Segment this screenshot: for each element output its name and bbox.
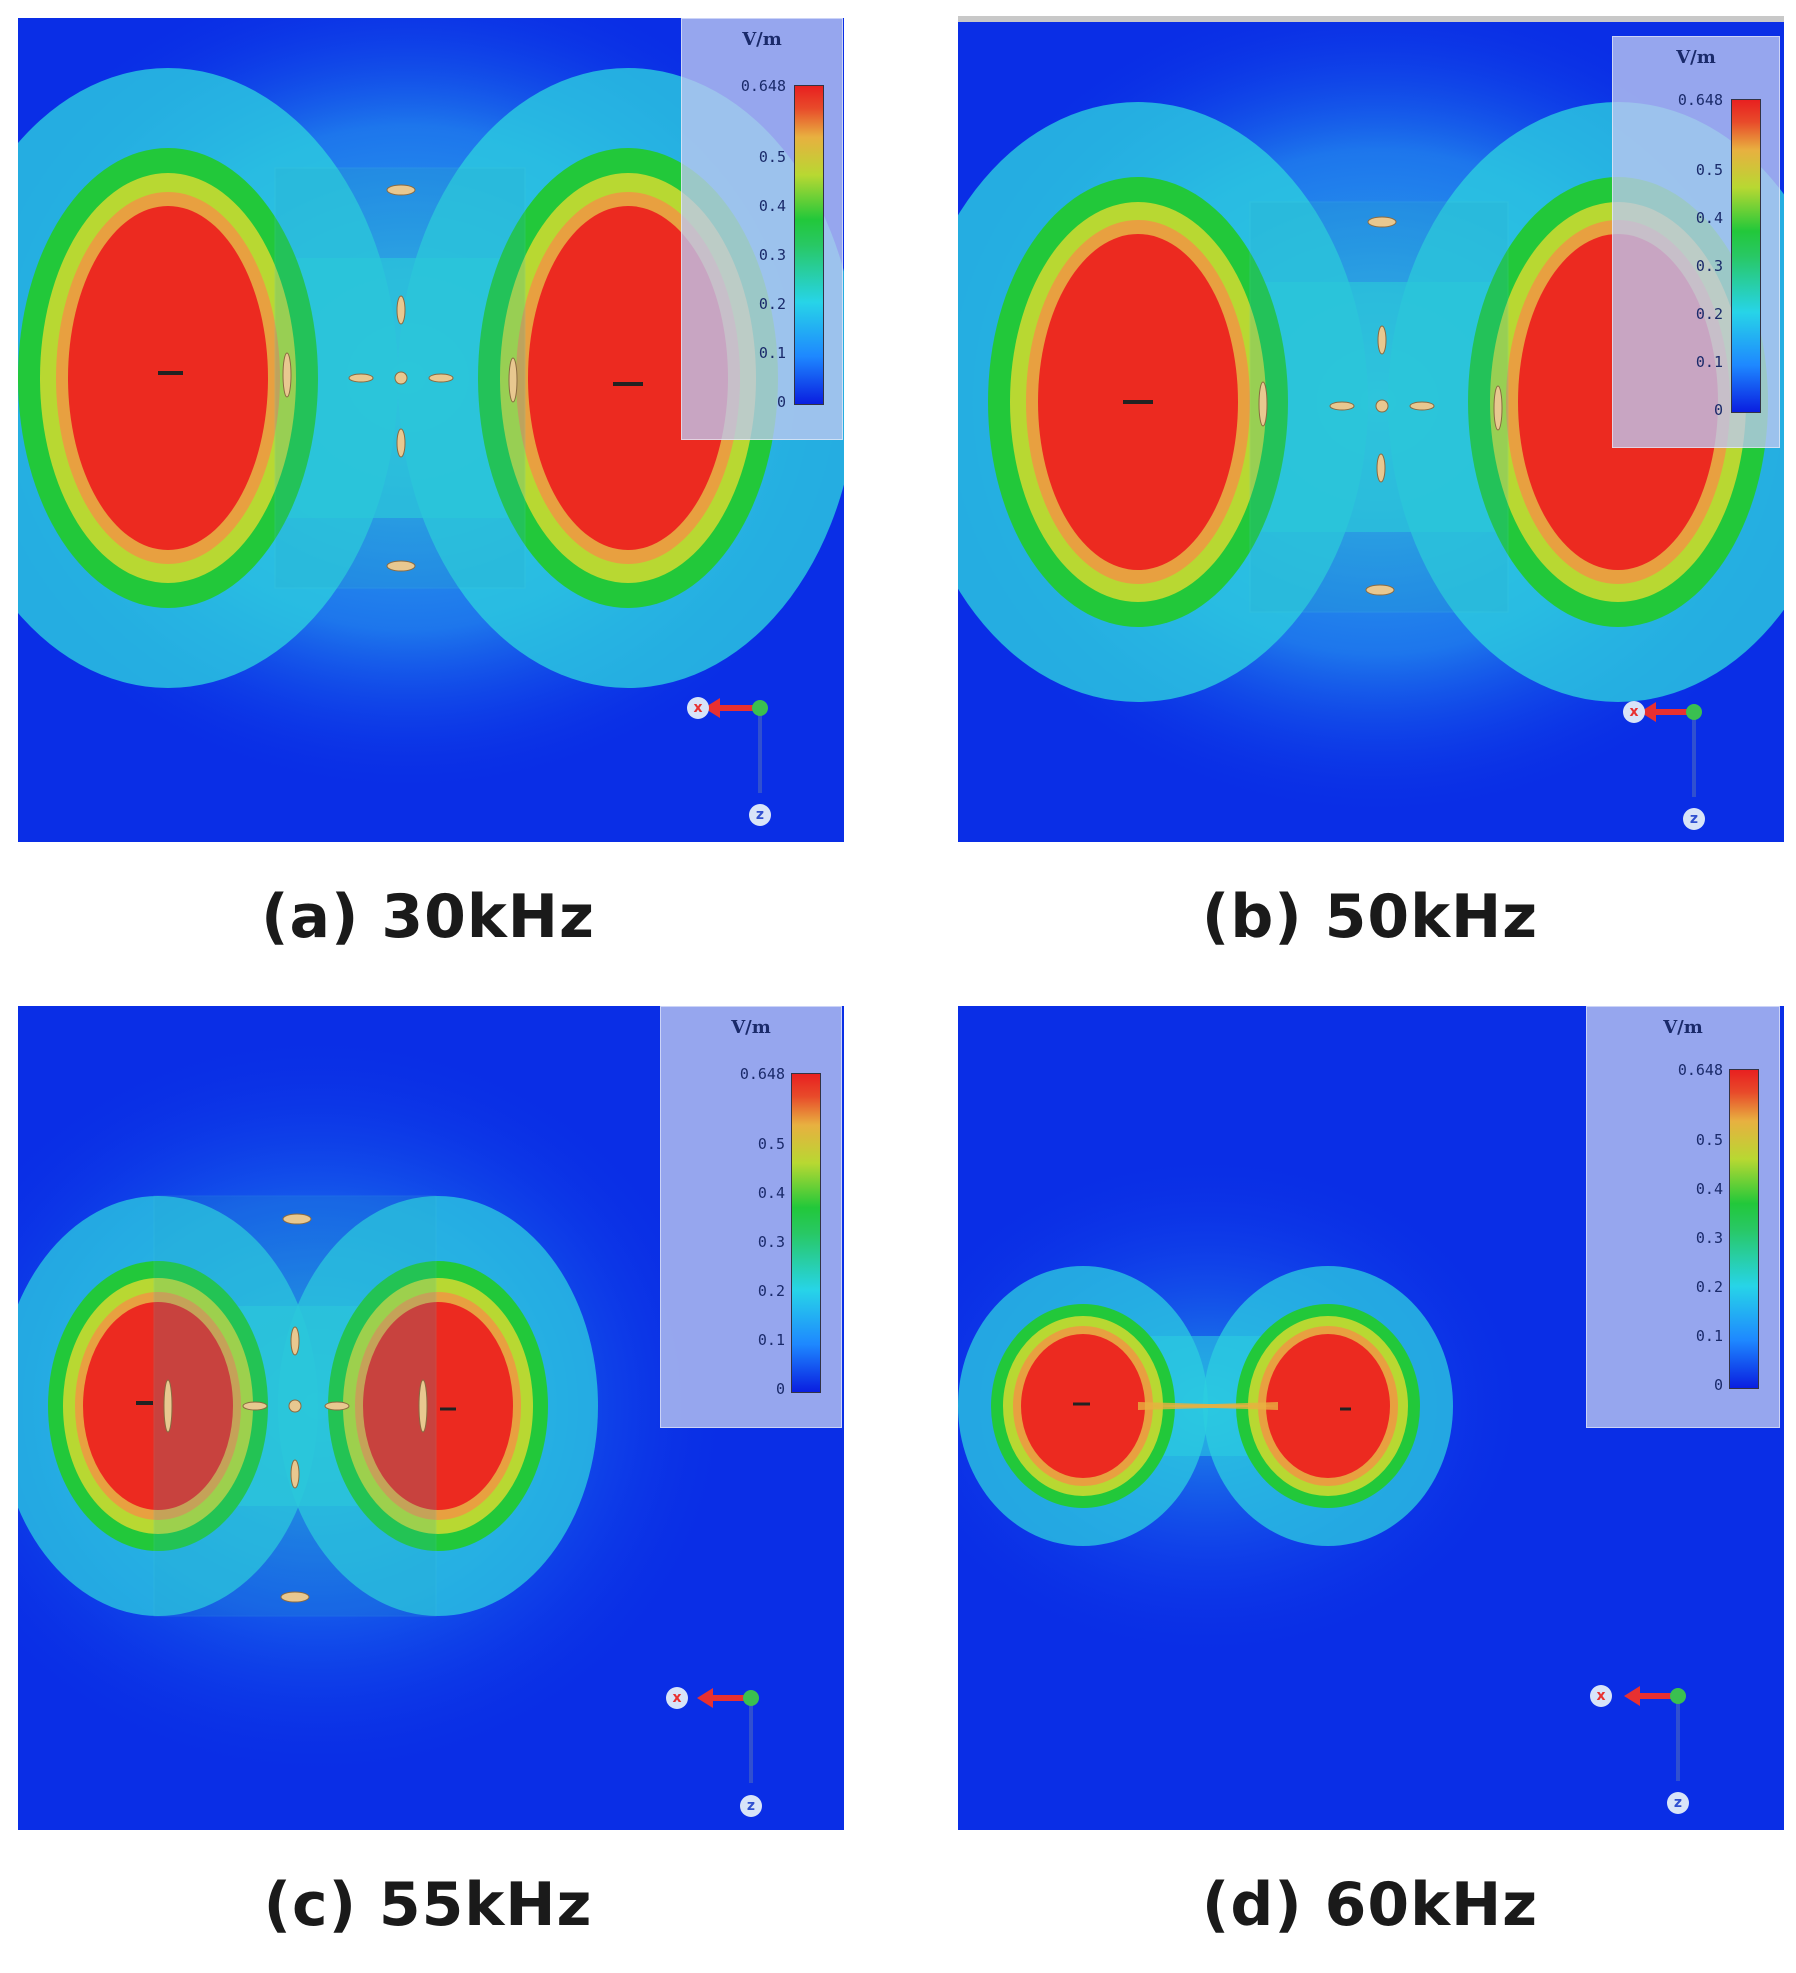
legend-max: 0.648 xyxy=(740,77,786,95)
panel-b-top-border xyxy=(958,16,1784,22)
legend-tick: 0.3 xyxy=(1695,1229,1723,1247)
color-legend-a: V/m 0.648 0.5 0.4 0.3 0.2 0.1 0 xyxy=(681,18,843,440)
axis-x-label-a: x xyxy=(687,697,709,719)
axis-z-label-a: z xyxy=(749,804,771,826)
legend-tick: 0.1 xyxy=(758,344,786,362)
color-legend-d: V/m 0.648 0.5 0.4 0.3 0.2 0.1 0 xyxy=(1586,1006,1780,1428)
axis-z-label-c: z xyxy=(740,1795,762,1817)
field-map-c xyxy=(18,1026,759,1786)
legend-tick: 0.3 xyxy=(758,246,786,264)
caption-c: (c) 55kHz xyxy=(263,1870,593,1940)
field-plot-55khz: x z V/m 0.648 0.5 0.4 0.3 0.2 0.1 0 xyxy=(18,1006,844,1830)
field-plot-50khz: x z V/m 0.648 0.5 0.4 0.3 0.2 0.1 0 xyxy=(958,22,1784,842)
legend-tick: 0.2 xyxy=(1695,1278,1723,1296)
legend-tick: 0 xyxy=(1713,1376,1723,1394)
caption-d: (d) 60kHz xyxy=(1201,1870,1539,1940)
legend-unit: V/m xyxy=(1663,1017,1703,1038)
axis-triad-c xyxy=(697,1688,759,1783)
color-legend-b: V/m 0.648 0.5 0.4 0.3 0.2 0.1 0 xyxy=(1612,36,1780,448)
caption-a: (a) 30kHz xyxy=(261,882,595,952)
legend-tick: 0.1 xyxy=(1695,1327,1723,1345)
axis-x-label-b: x xyxy=(1623,701,1645,723)
color-legend-c: V/m 0.648 0.5 0.4 0.3 0.2 0.1 0 xyxy=(660,1006,842,1428)
axis-x-label-c: x xyxy=(666,1687,688,1709)
source-arrows-c xyxy=(163,1213,428,1603)
legend-unit: V/m xyxy=(742,29,782,50)
field-plot-30khz: x z V/m 0.648 0.5 0.4 0.3 0.2 0.1 0 xyxy=(18,18,844,842)
axis-triad-b xyxy=(1640,702,1702,797)
legend-tick: 0 xyxy=(775,1380,785,1398)
legend-colorbar xyxy=(791,1073,821,1393)
field-plot-60khz: x z V/m 0.648 0.5 0.4 0.3 0.2 0.1 0 xyxy=(958,1006,1784,1830)
caption-b: (b) 50kHz xyxy=(1201,882,1539,952)
legend-tick: 0.3 xyxy=(757,1233,785,1251)
source-arrows-a xyxy=(282,184,518,572)
legend-tick: 0.5 xyxy=(1695,1131,1723,1149)
field-map-d xyxy=(958,1146,1686,1781)
axis-triad-a xyxy=(704,698,768,793)
legend-tick: 0.5 xyxy=(1695,161,1723,179)
legend-tick: 0.4 xyxy=(1695,1180,1723,1198)
axis-x-label-d: x xyxy=(1590,1685,1612,1707)
legend-tick: 0 xyxy=(776,393,786,411)
legend-tick: 0.2 xyxy=(758,295,786,313)
legend-tick: 0.5 xyxy=(757,1135,785,1153)
source-arrows-b xyxy=(1258,216,1503,596)
legend-colorbar xyxy=(1731,99,1761,413)
legend-max: 0.648 xyxy=(1677,91,1723,109)
legend-tick: 0.1 xyxy=(1695,353,1723,371)
legend-unit: V/m xyxy=(731,1017,771,1038)
legend-tick: 0.2 xyxy=(1695,305,1723,323)
legend-tick: 0.4 xyxy=(757,1184,785,1202)
legend-tick: 0.3 xyxy=(1695,257,1723,275)
legend-tick: 0.4 xyxy=(758,197,786,215)
axis-triad-d xyxy=(1624,1686,1686,1781)
axis-z-label-d: z xyxy=(1667,1792,1689,1814)
legend-max: 0.648 xyxy=(1677,1061,1723,1079)
legend-tick: 0.4 xyxy=(1695,209,1723,227)
legend-tick: 0.1 xyxy=(757,1331,785,1349)
legend-tick: 0 xyxy=(1713,401,1723,419)
legend-colorbar xyxy=(1729,1069,1759,1389)
legend-tick: 0.2 xyxy=(757,1282,785,1300)
axis-z-label-b: z xyxy=(1683,808,1705,830)
legend-unit: V/m xyxy=(1676,47,1716,68)
legend-colorbar xyxy=(794,85,824,405)
legend-tick: 0.5 xyxy=(758,148,786,166)
legend-max: 0.648 xyxy=(739,1065,785,1083)
